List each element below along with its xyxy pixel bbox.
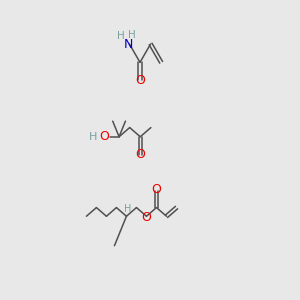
Text: O: O (152, 183, 161, 196)
Text: H: H (124, 204, 132, 214)
Text: H: H (117, 31, 125, 41)
Text: O: O (135, 74, 145, 87)
Text: O: O (99, 130, 109, 143)
Text: N: N (124, 38, 134, 50)
Text: H: H (128, 30, 136, 40)
Text: O: O (142, 211, 152, 224)
Text: O: O (135, 148, 145, 161)
Text: H: H (88, 132, 97, 142)
